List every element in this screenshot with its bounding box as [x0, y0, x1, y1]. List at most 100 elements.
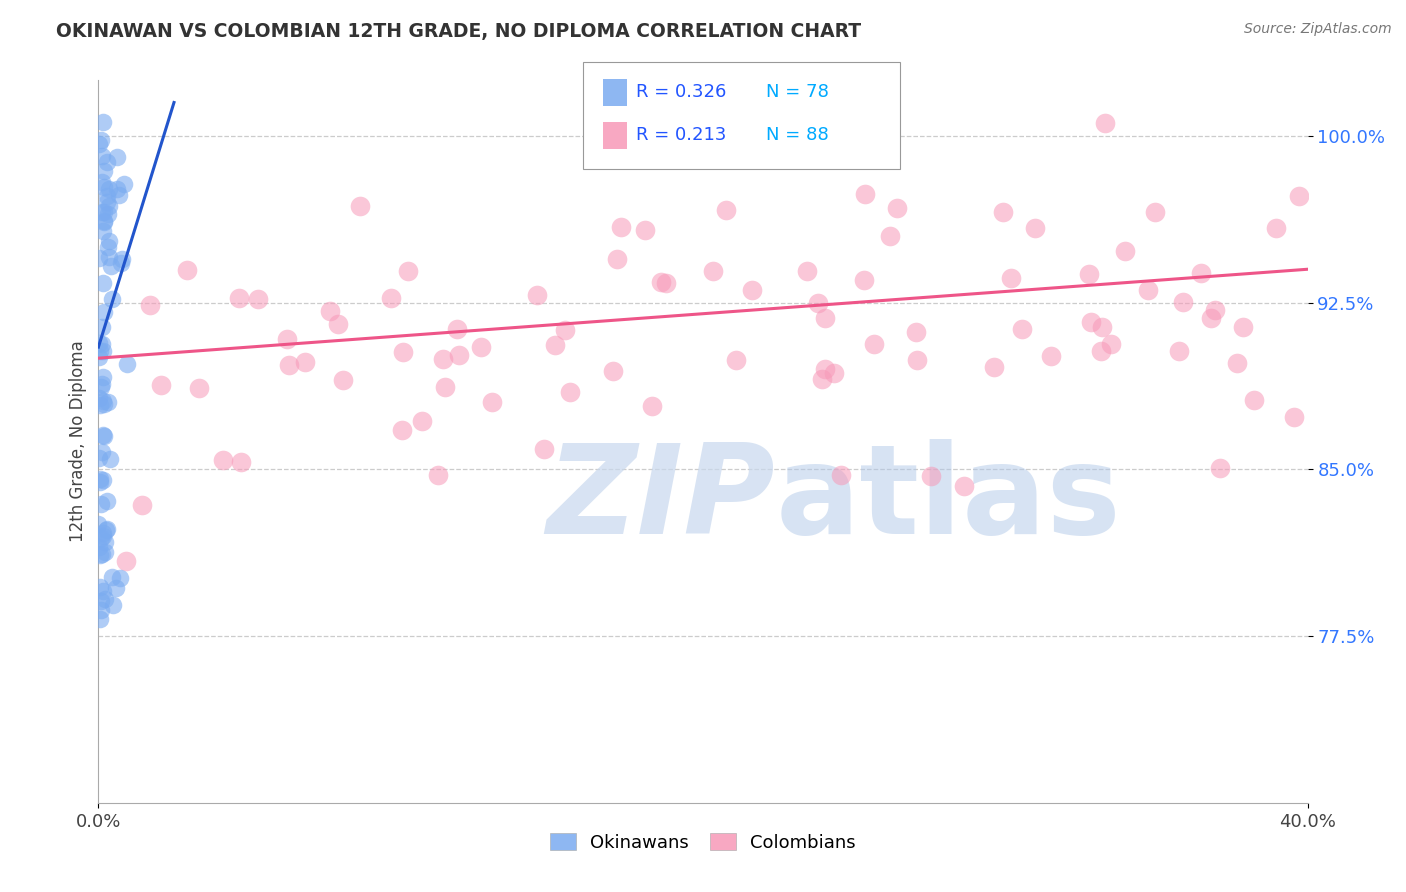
Point	[554, 323, 576, 337]
Point	[97, 234, 120, 248]
Point	[1226, 356, 1249, 370]
Text: OKINAWAN VS COLOMBIAN 12TH GRADE, NO DIPLOMA CORRELATION CHART: OKINAWAN VS COLOMBIAN 12TH GRADE, NO DIP…	[56, 22, 862, 41]
Point	[89, 541, 111, 555]
Point	[807, 296, 830, 310]
Point	[1204, 302, 1226, 317]
Point	[91, 369, 114, 384]
Point	[110, 571, 132, 585]
Point	[111, 252, 134, 266]
Point	[641, 399, 664, 413]
Point	[560, 384, 582, 399]
Point	[93, 179, 115, 194]
Point	[91, 427, 114, 442]
Point	[411, 414, 433, 428]
Point	[1094, 116, 1116, 130]
Point	[97, 251, 120, 265]
Point	[1114, 244, 1136, 259]
Point	[97, 395, 120, 409]
Point	[426, 467, 449, 482]
Point	[91, 175, 114, 189]
Point	[991, 205, 1014, 219]
Point	[533, 442, 555, 456]
Point	[93, 428, 115, 442]
Point	[702, 264, 724, 278]
Text: atlas: atlas	[776, 439, 1122, 560]
Point	[96, 189, 118, 203]
Point	[93, 205, 115, 219]
Point	[823, 366, 845, 380]
Point	[100, 260, 122, 274]
Point	[87, 137, 110, 152]
Point	[96, 522, 118, 536]
Point	[89, 343, 111, 358]
Point	[1288, 189, 1310, 203]
Point	[1171, 295, 1194, 310]
Point	[830, 468, 852, 483]
Point	[93, 214, 115, 228]
Point	[89, 580, 111, 594]
Point	[1000, 271, 1022, 285]
Point	[115, 554, 138, 568]
Point	[94, 523, 117, 537]
Point	[91, 526, 114, 541]
Point	[396, 264, 419, 278]
Point	[1099, 336, 1122, 351]
Point	[90, 380, 112, 394]
Point	[101, 598, 124, 612]
Point	[905, 325, 928, 339]
Point	[101, 292, 124, 306]
Y-axis label: 12th Grade, No Diploma: 12th Grade, No Diploma	[69, 341, 87, 542]
Point	[1024, 221, 1046, 235]
Point	[87, 336, 110, 351]
Point	[91, 224, 114, 238]
Point	[1090, 344, 1112, 359]
Point	[470, 340, 492, 354]
Point	[349, 199, 371, 213]
Point	[609, 220, 631, 235]
Point	[1232, 320, 1254, 334]
Point	[105, 150, 128, 164]
Point	[91, 584, 114, 599]
Point	[796, 264, 818, 278]
Point	[526, 288, 548, 302]
Point	[886, 201, 908, 215]
Point	[231, 455, 253, 469]
Point	[107, 188, 129, 202]
Point	[447, 348, 470, 362]
Point	[94, 535, 117, 549]
Point	[131, 499, 153, 513]
Point	[634, 222, 657, 236]
Point	[139, 297, 162, 311]
Point	[920, 469, 942, 483]
Point	[90, 547, 112, 561]
Point	[905, 352, 928, 367]
Point	[1077, 267, 1099, 281]
Point	[89, 475, 111, 489]
Point	[97, 240, 120, 254]
Point	[90, 603, 112, 617]
Point	[391, 423, 413, 437]
Point	[246, 292, 269, 306]
Point	[276, 332, 298, 346]
Point	[98, 451, 121, 466]
Point	[853, 187, 876, 202]
Point	[91, 276, 114, 290]
Point	[380, 291, 402, 305]
Point	[294, 355, 316, 369]
Point	[228, 291, 250, 305]
Point	[862, 336, 884, 351]
Point	[176, 262, 198, 277]
Text: N = 78: N = 78	[766, 83, 830, 101]
Point	[481, 395, 503, 409]
Point	[90, 320, 112, 334]
Point	[91, 473, 114, 487]
Point	[87, 251, 110, 265]
Point	[89, 612, 111, 626]
Point	[110, 256, 132, 270]
Text: R = 0.326: R = 0.326	[636, 83, 725, 101]
Point	[212, 452, 235, 467]
Text: N = 88: N = 88	[766, 126, 830, 144]
Point	[952, 479, 974, 493]
Point	[391, 345, 413, 359]
Point	[326, 317, 349, 331]
